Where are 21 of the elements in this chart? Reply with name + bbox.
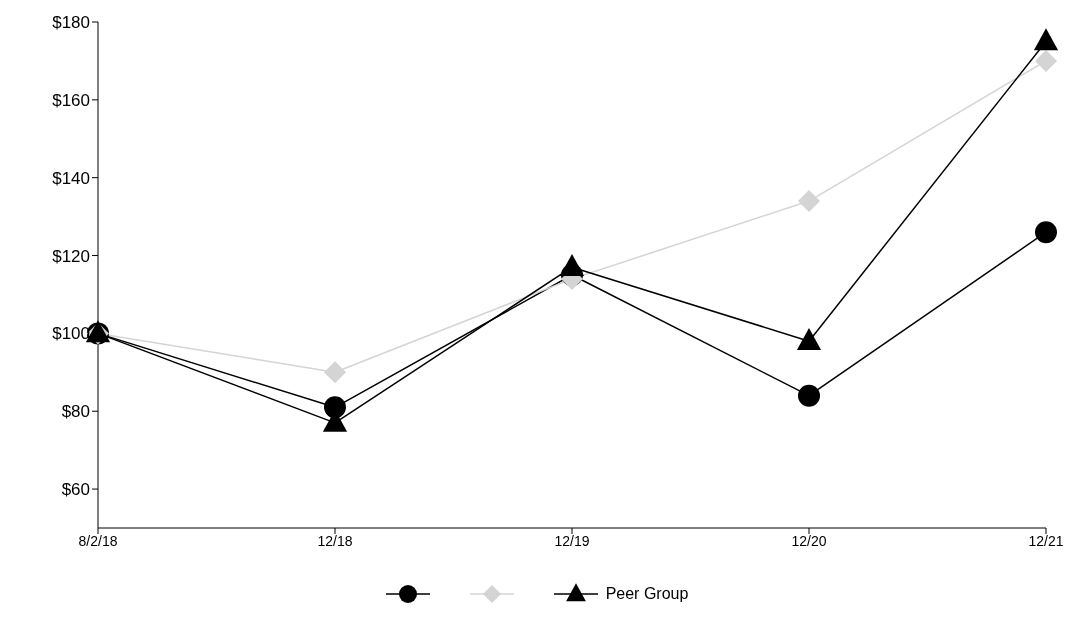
- y-tick-label: $100: [52, 324, 90, 344]
- x-tick-label: 8/2/18: [78, 532, 118, 549]
- point: [798, 384, 820, 407]
- y-tick-label: $120: [52, 246, 90, 266]
- x-tick-label: 12/18: [317, 532, 353, 549]
- point: [798, 190, 820, 213]
- point: [1035, 49, 1057, 72]
- point: [1033, 28, 1059, 51]
- x-tick-label: 12/21: [1028, 532, 1064, 549]
- point: [559, 254, 585, 277]
- y-tick-label: $180: [52, 13, 90, 33]
- point: [1035, 221, 1057, 244]
- point: [324, 396, 346, 419]
- y-tick-label: $140: [52, 168, 90, 188]
- x-tick-label: 12/20: [791, 532, 827, 549]
- legend-label: Peer Group: [605, 585, 689, 603]
- y-tick-label: $80: [61, 402, 90, 422]
- x-tick-label: 12/19: [554, 532, 590, 549]
- y-tick-label: $160: [52, 90, 90, 110]
- y-tick-label: $60: [61, 480, 90, 500]
- point: [324, 361, 346, 384]
